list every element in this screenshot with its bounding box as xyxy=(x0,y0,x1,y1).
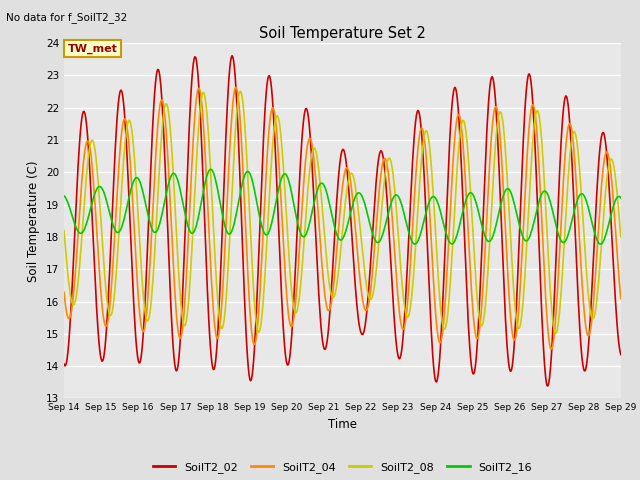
Text: No data for f_SoilT2_32: No data for f_SoilT2_32 xyxy=(6,12,127,23)
Y-axis label: Soil Temperature (C): Soil Temperature (C) xyxy=(28,160,40,282)
X-axis label: Time: Time xyxy=(328,418,357,431)
Title: Soil Temperature Set 2: Soil Temperature Set 2 xyxy=(259,25,426,41)
Text: TW_met: TW_met xyxy=(68,43,118,54)
Legend: SoilT2_02, SoilT2_04, SoilT2_08, SoilT2_16: SoilT2_02, SoilT2_04, SoilT2_08, SoilT2_… xyxy=(148,457,536,477)
